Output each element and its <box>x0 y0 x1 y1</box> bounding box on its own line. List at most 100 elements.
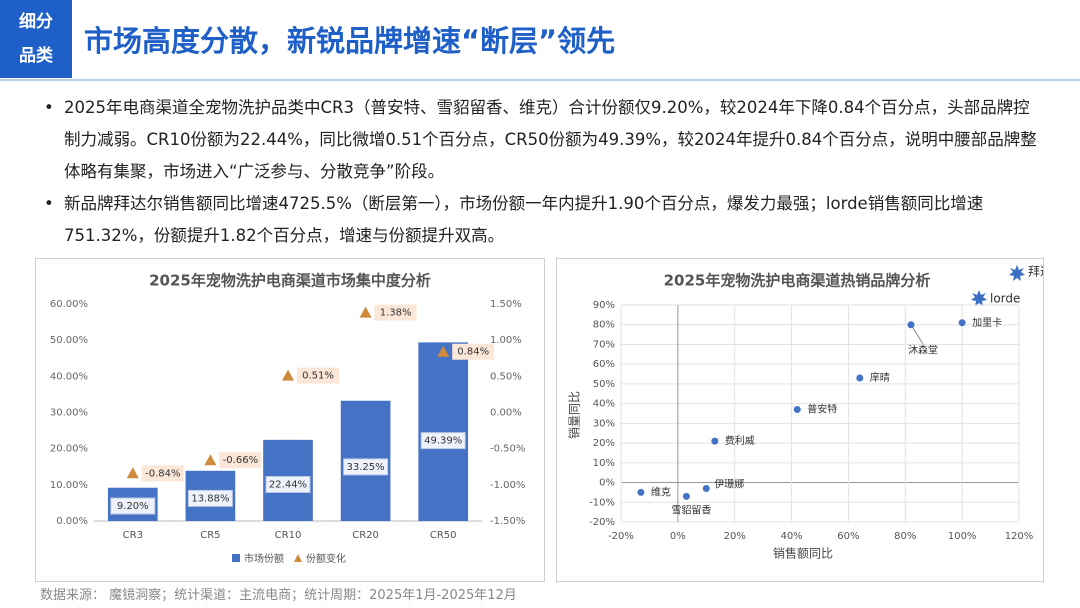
y-tick-label: 50.00% <box>50 335 88 346</box>
y2-tick-label: 1.00% <box>490 335 522 346</box>
y-tick-label: 40.00% <box>50 371 88 382</box>
x-tick-label: 20% <box>724 531 746 542</box>
x-tick-label: 80% <box>894 531 916 542</box>
x-axis-label: 销售额同比 <box>773 546 833 561</box>
marker <box>204 454 217 466</box>
point <box>958 319 966 327</box>
legend-label: 市场份额 <box>244 552 284 565</box>
tag: 细分 品类 <box>0 0 72 78</box>
point <box>702 484 710 492</box>
value-label: 49.39% <box>424 436 462 447</box>
point <box>856 374 864 382</box>
value-label: 0.51% <box>302 371 334 382</box>
slide-title: 市场高度分散，新锐品牌增速“断层”领先 <box>84 24 616 58</box>
annotation: 拜达尔 <box>1028 264 1044 279</box>
tag-line: 品类 <box>19 46 53 66</box>
value-label-bg <box>420 432 466 450</box>
point-label: 费利威 <box>725 434 755 447</box>
point <box>793 406 801 414</box>
point-label: 庠晴 <box>870 371 890 384</box>
value-label: 33.25% <box>347 462 385 473</box>
star-icon <box>1009 265 1025 281</box>
value-label-bg <box>265 475 311 493</box>
value-label-bg <box>452 343 495 360</box>
tag-line: 细分 <box>19 12 53 32</box>
x-tick-label: 0% <box>670 531 686 542</box>
value-label: -0.66% <box>223 455 258 466</box>
y2-tick-label: 1.50% <box>490 299 522 310</box>
y-tick-label: 0.00% <box>56 516 88 527</box>
marker <box>437 345 450 357</box>
y-tick-label: -20% <box>589 517 615 528</box>
y-tick-label: 20% <box>593 438 615 449</box>
chart-title: 2025年宠物洗护电商渠道市场集中度分析 <box>149 272 431 290</box>
y2-tick-label: 0.50% <box>490 371 522 382</box>
scatter-chart: 2025年宠物洗护电商渠道热销品牌分析 销售额同比 销量同比 拜达尔 lorde… <box>556 258 1044 582</box>
point-label: 伊珊娜 <box>714 477 744 490</box>
value-label: 0.84% <box>457 347 489 358</box>
marker <box>126 467 139 479</box>
x-tick-label: CR3 <box>123 530 143 541</box>
point <box>711 437 719 445</box>
x-tick-label: CR20 <box>352 530 379 541</box>
point-label: 雪貂留香 <box>671 503 711 516</box>
x-tick-label: CR10 <box>275 530 302 541</box>
value-label-bg <box>374 304 417 321</box>
bullet: 2025年电商渠道全宠物洗护品类中CR3（普安特、雪貂留香、维克）合计份额仅9.… <box>44 92 1044 188</box>
bullet: 新品牌拜达尔销售额同比增速4725.5%（断层第一），市场份额一年内提升1.90… <box>44 188 1044 252</box>
point <box>682 492 690 500</box>
x-tick-label: 120% <box>1005 531 1034 542</box>
y-tick-label: 40% <box>593 399 615 410</box>
value-label-bg <box>343 458 389 476</box>
value-label: 9.20% <box>117 501 149 512</box>
y-tick-label: 50% <box>593 379 615 390</box>
x-tick-label: 40% <box>780 531 802 542</box>
value-label: 1.38% <box>380 308 412 319</box>
marker <box>359 306 372 318</box>
marker <box>282 369 294 381</box>
y2-tick-label: -0.50% <box>490 444 525 455</box>
point <box>907 321 915 329</box>
y2-tick-label: -1.50% <box>490 516 525 527</box>
y-axis-label: 销量同比 <box>568 391 582 439</box>
y2-tick-label: -1.00% <box>490 480 525 491</box>
legend-marker <box>232 554 240 562</box>
y-tick-label: 20.00% <box>50 444 88 455</box>
divider <box>0 79 1080 81</box>
y2-tick-label: 0.00% <box>490 408 522 419</box>
value-label-bg <box>297 367 339 384</box>
value-label: -0.84% <box>145 468 180 479</box>
y-tick-label: -10% <box>589 497 615 508</box>
x-tick-label: 100% <box>948 531 977 542</box>
legend-marker <box>294 554 302 562</box>
legend-label: 份额变化 <box>306 552 346 565</box>
y-tick-label: 90% <box>593 300 615 311</box>
y-tick-label: 30% <box>593 418 615 429</box>
value-label-bg <box>141 465 184 482</box>
y-tick-label: 10.00% <box>50 480 88 491</box>
y-tick-label: 60% <box>593 359 615 370</box>
x-tick-label: 60% <box>837 531 859 542</box>
point-label: 维克 <box>651 485 671 498</box>
bar-chart: 2025年宠物洗护电商渠道市场集中度分析 0.00% 10.00% 20.00% 30… <box>35 258 545 582</box>
y-tick-label: 80% <box>593 320 615 331</box>
point <box>637 488 645 496</box>
star-icon <box>971 290 987 306</box>
point-label: 沐森堂 <box>908 344 938 357</box>
chart-title: 2025年宠物洗护电商渠道热销品牌分析 <box>664 272 931 290</box>
y-tick-label: 10% <box>593 458 615 469</box>
value-label-bg <box>110 497 156 515</box>
bullets: 2025年电商渠道全宠物洗护品类中CR3（普安特、雪貂留香、维克）合计份额仅9.… <box>44 92 1044 252</box>
x-tick-label: CR5 <box>200 530 220 541</box>
x-tick-label: CR50 <box>430 530 457 541</box>
leader-line <box>910 324 924 344</box>
value-label-bg <box>187 489 233 507</box>
y-tick-label: 30.00% <box>50 408 88 419</box>
point-label: 普安特 <box>807 403 837 416</box>
annotation: lorde <box>990 292 1020 306</box>
point-label: 加里卡 <box>972 316 1002 329</box>
value-label: 22.44% <box>269 479 307 490</box>
x-tick-label: -20% <box>608 531 634 542</box>
y-tick-label: 60.00% <box>50 299 88 310</box>
